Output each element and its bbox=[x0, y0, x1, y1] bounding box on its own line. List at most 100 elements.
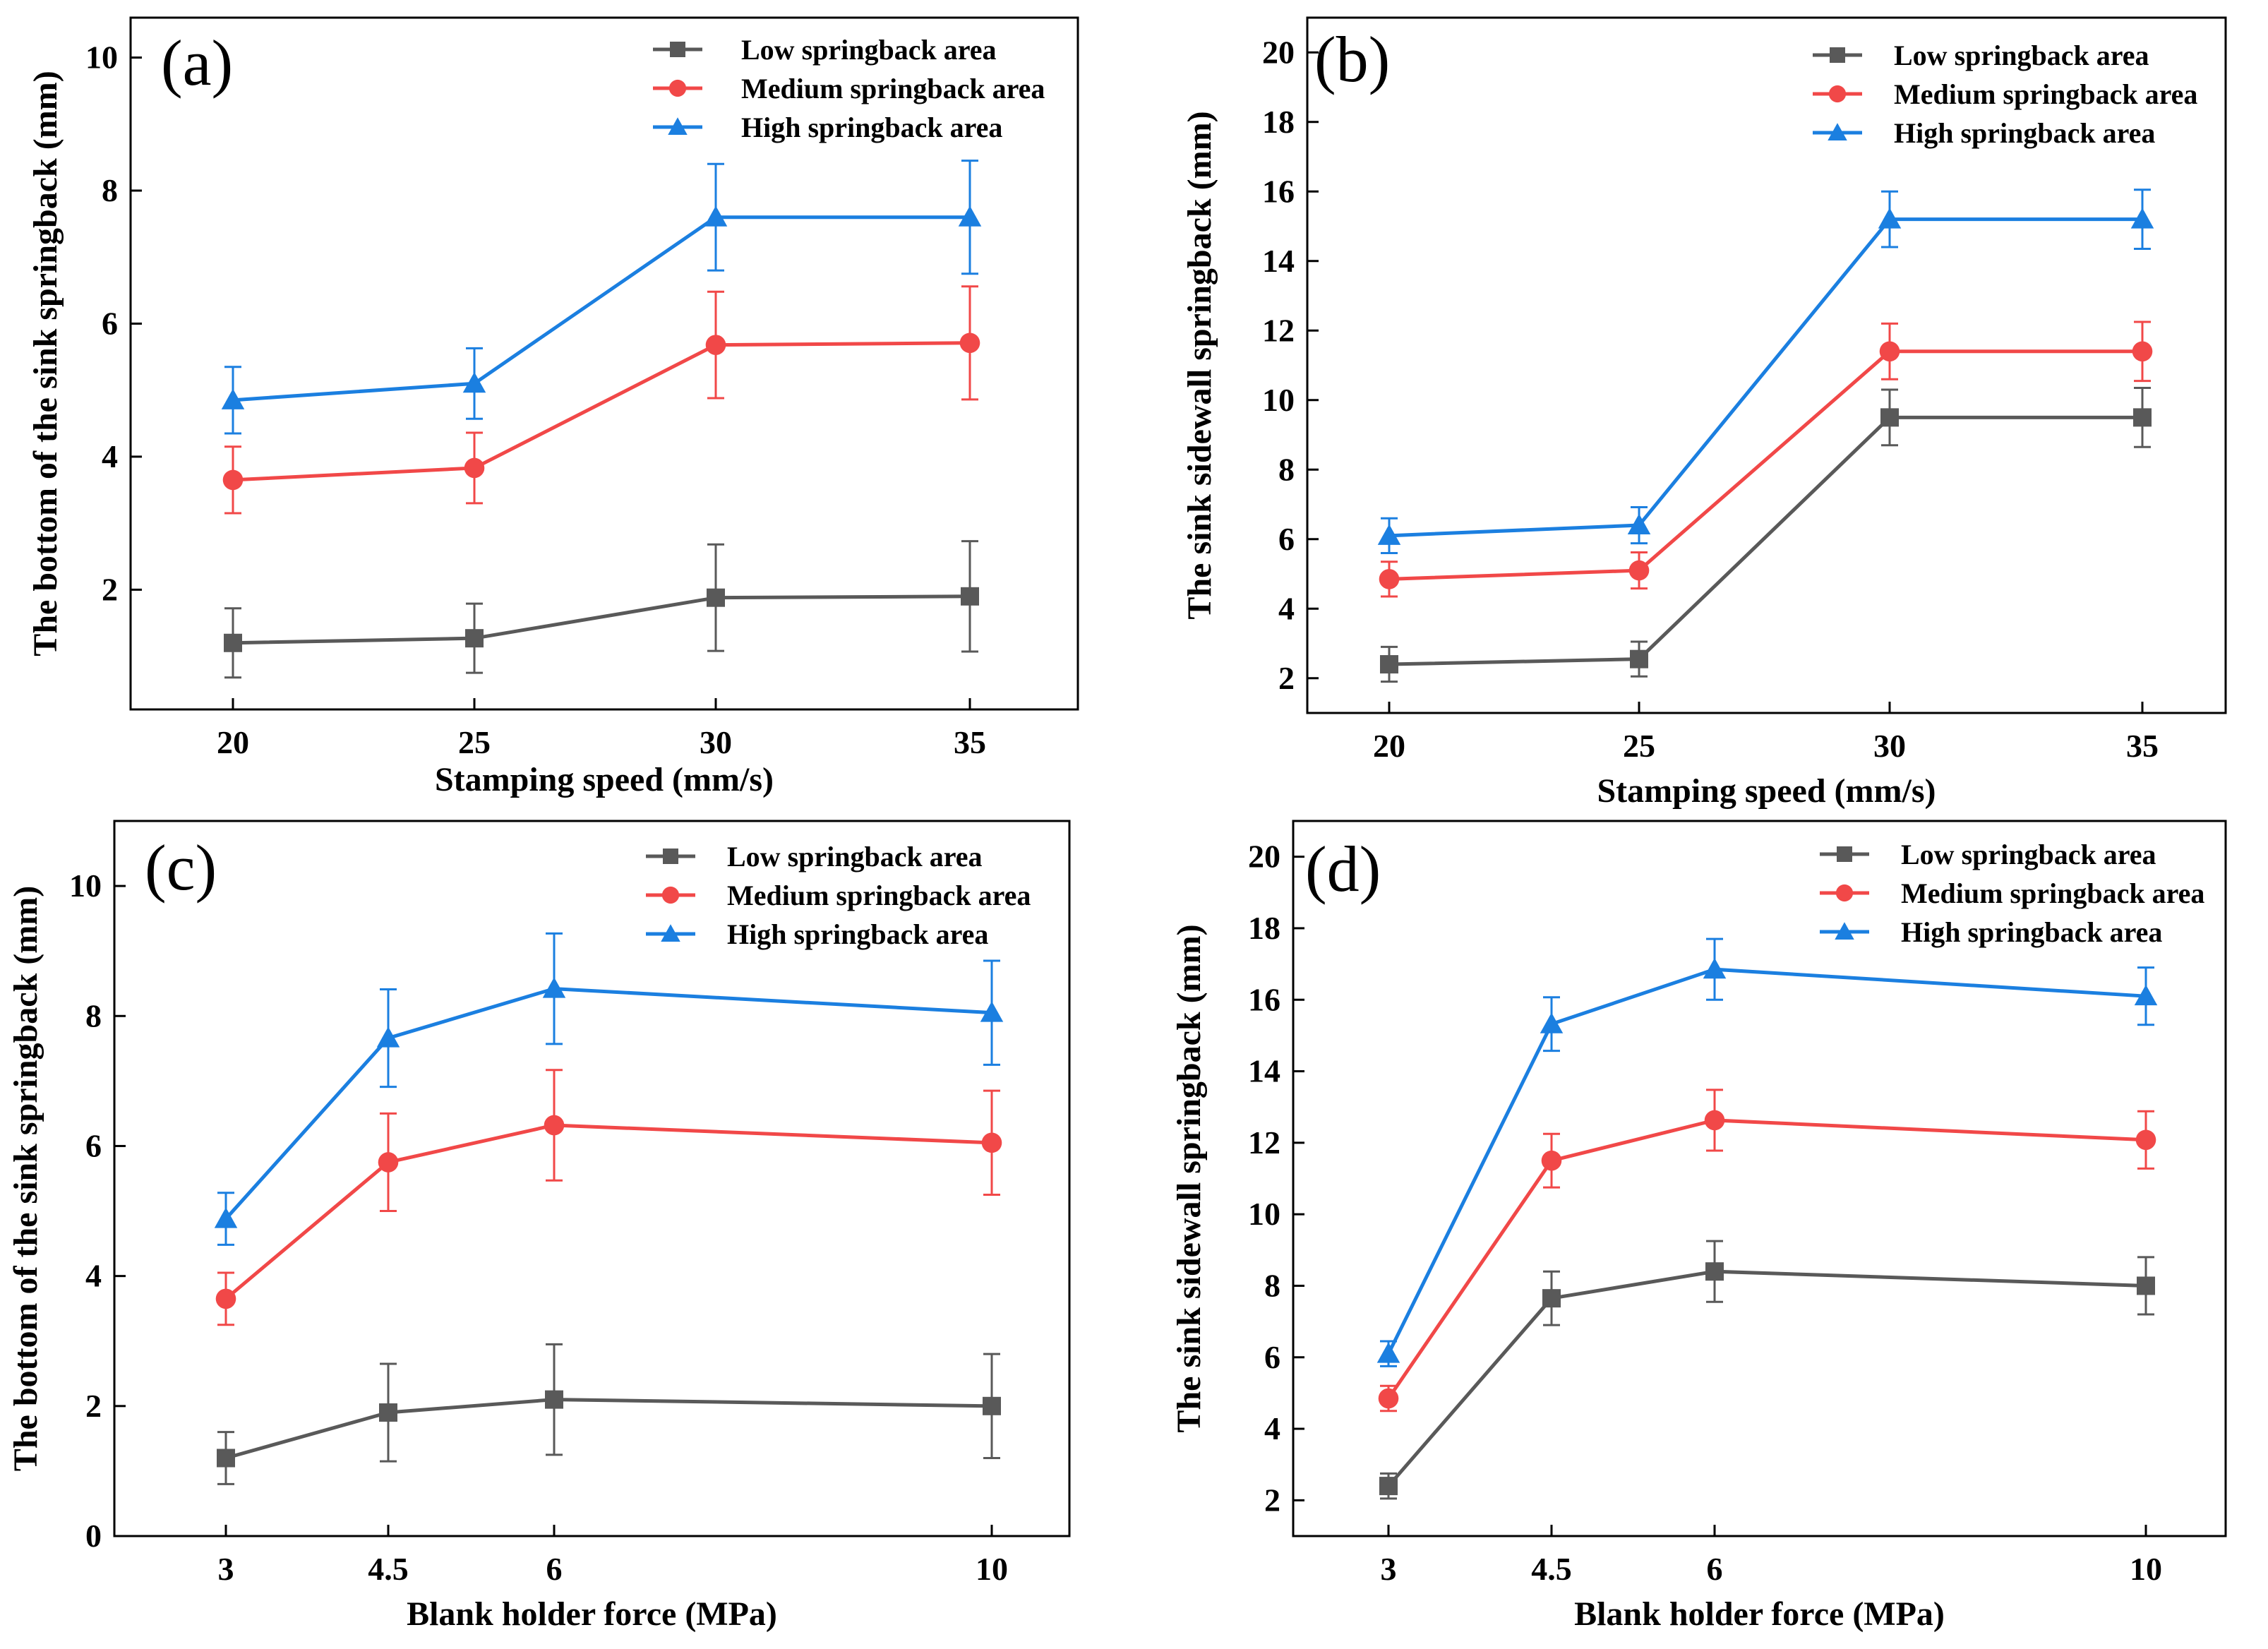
data-point bbox=[1379, 569, 1400, 589]
data-point bbox=[1542, 1289, 1561, 1308]
y-tick-label: 14 bbox=[1248, 1053, 1280, 1089]
x-tick-label: 4.5 bbox=[1531, 1551, 1572, 1587]
data-point bbox=[1703, 957, 1727, 979]
data-point bbox=[2133, 408, 2152, 427]
data-point bbox=[545, 1390, 563, 1409]
series-line bbox=[224, 1123, 992, 1300]
x-tick-label: 10 bbox=[2130, 1551, 2162, 1587]
plot-frame bbox=[1306, 16, 2227, 714]
y-tick-label: 8 bbox=[1264, 1267, 1280, 1303]
y-tick-label: 4 bbox=[102, 438, 118, 474]
legend-marker bbox=[1835, 922, 1854, 940]
legend-label: High springback area bbox=[1894, 117, 2155, 149]
panel-c: 0 2 4 6 8 10 3 4.5 6 10 Blank holder force (MPa) Th… bbox=[7, 820, 1071, 1633]
legend-label: Medium springback area bbox=[1894, 78, 2197, 110]
panel-b: 2 4 6 8 10 12 14 16 18 20 20 25 30 35 Stamping speed (… bbox=[1181, 16, 2227, 810]
data-point bbox=[465, 629, 484, 648]
y-tick-label: 4 bbox=[85, 1258, 102, 1294]
data-point bbox=[376, 1026, 400, 1048]
legend: Low springback area Medium springback are… bbox=[646, 841, 1031, 950]
data-point bbox=[224, 633, 242, 652]
data-point bbox=[542, 977, 566, 998]
y-tick-label: 18 bbox=[1248, 910, 1280, 946]
y-tick-label: 8 bbox=[85, 997, 102, 1033]
series-line bbox=[232, 594, 971, 645]
series-line bbox=[1388, 217, 2142, 538]
legend-marker bbox=[1837, 846, 1852, 862]
series-high bbox=[1376, 937, 2158, 1367]
series-line bbox=[1388, 349, 2142, 581]
legend-label: Low springback area bbox=[1901, 839, 2156, 870]
data-point bbox=[980, 1001, 1004, 1022]
x-tick-label: 3 bbox=[218, 1551, 234, 1587]
plot-frame bbox=[129, 16, 1079, 711]
series-medium bbox=[1379, 320, 2153, 598]
data-point bbox=[2137, 1276, 2155, 1295]
x-tick-label: 20 bbox=[217, 724, 249, 760]
x-axis-title: Stamping speed (mm/s) bbox=[435, 761, 774, 798]
legend: Low springback area Medium springback are… bbox=[1820, 839, 2204, 948]
y-tick-label: 10 bbox=[69, 868, 102, 904]
data-point bbox=[707, 588, 725, 607]
series-line bbox=[225, 1398, 992, 1460]
data-point bbox=[1376, 1342, 1400, 1363]
y-axis-title: The sink sidewall springback (mm) bbox=[1170, 924, 1208, 1432]
y-axis-title: The sink sidewall springback (mm) bbox=[1181, 111, 1218, 619]
data-point bbox=[544, 1115, 565, 1136]
legend-label: Medium springback area bbox=[741, 73, 1045, 104]
data-point bbox=[961, 587, 979, 606]
x-tick-label: 30 bbox=[1873, 728, 1906, 764]
series-line bbox=[1386, 1118, 2147, 1400]
x-tick-label: 10 bbox=[976, 1551, 1008, 1587]
y-tick-label: 20 bbox=[1248, 839, 1280, 875]
data-point bbox=[1380, 655, 1398, 674]
data-point bbox=[2134, 984, 2158, 1006]
x-tick-label: 6 bbox=[1707, 1551, 1723, 1587]
data-point bbox=[221, 388, 245, 409]
legend-label: Low springback area bbox=[741, 34, 997, 66]
y-tick-label: 12 bbox=[1248, 1125, 1280, 1161]
x-tick-label: 20 bbox=[1373, 728, 1405, 764]
y-tick-label: 2 bbox=[1278, 660, 1295, 696]
data-point bbox=[2132, 341, 2153, 362]
series-medium bbox=[222, 285, 980, 515]
data-point bbox=[464, 457, 485, 479]
legend-label: High springback area bbox=[741, 112, 1002, 143]
data-point bbox=[217, 1449, 235, 1468]
x-axis-title: Blank holder force (MPa) bbox=[407, 1595, 777, 1633]
y-tick-label: 10 bbox=[1248, 1196, 1280, 1232]
legend-marker bbox=[668, 117, 688, 135]
series-line bbox=[1387, 1269, 2147, 1487]
legend-marker bbox=[1835, 884, 1854, 902]
series-low bbox=[224, 540, 979, 679]
y-tick-label: 16 bbox=[1248, 981, 1280, 1017]
data-point bbox=[1378, 1388, 1399, 1409]
legend-label: Low springback area bbox=[727, 841, 983, 873]
series-medium bbox=[1378, 1089, 2156, 1413]
legend-marker bbox=[661, 924, 680, 942]
x-tick-label: 35 bbox=[954, 724, 986, 760]
data-point bbox=[1878, 208, 1902, 229]
data-point bbox=[1627, 513, 1651, 535]
y-axis-title: The bottom of the sink springback (mm) bbox=[27, 71, 64, 656]
y-tick-label: 6 bbox=[1278, 521, 1295, 557]
legend-label: High springback area bbox=[727, 918, 988, 950]
legend-marker bbox=[663, 849, 678, 864]
legend-label: Medium springback area bbox=[1901, 877, 2204, 909]
y-tick-label: 0 bbox=[85, 1518, 102, 1554]
data-point bbox=[1880, 408, 1899, 427]
legend-marker bbox=[670, 42, 685, 57]
x-tick-label: 6 bbox=[546, 1551, 563, 1587]
panel-d: 2 4 6 8 10 12 14 16 18 20 3 4.5 6 10 Blank holder forc… bbox=[1170, 820, 2227, 1633]
x-tick-label: 30 bbox=[700, 724, 732, 760]
panel-label: (d) bbox=[1305, 833, 1381, 905]
x-tick-label: 25 bbox=[458, 724, 491, 760]
data-point bbox=[1630, 649, 1648, 668]
legend: Low springback area Medium springback are… bbox=[653, 34, 1045, 143]
y-tick-label: 6 bbox=[85, 1127, 102, 1163]
y-tick-label: 2 bbox=[85, 1388, 102, 1424]
y-tick-label: 10 bbox=[85, 40, 118, 76]
panel-a: 2 4 6 8 10 20 25 30 35 Stamping speed (mm/s) The b… bbox=[27, 16, 1079, 798]
panel-label: (a) bbox=[161, 27, 233, 99]
